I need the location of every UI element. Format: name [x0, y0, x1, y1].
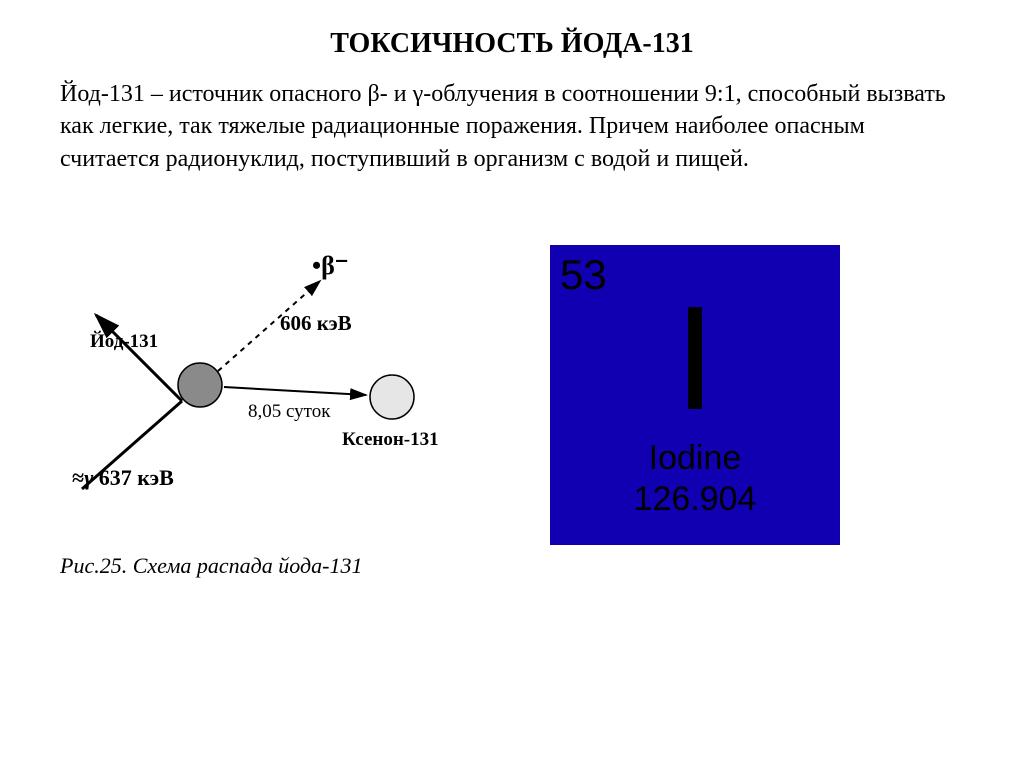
beta-energy-label: 606 кэВ [280, 311, 352, 336]
gamma-symbol: γ [84, 465, 93, 490]
element-name: Iodine [649, 439, 742, 478]
description-paragraph: Йод-131 – источник опасного β- и γ-облуч… [0, 78, 1024, 175]
atomic-number: 53 [560, 251, 607, 299]
iodine-label: Йод-131 [90, 331, 158, 353]
diagram-caption: Рис.25. Схема распада йода-131 [60, 545, 490, 579]
xenon-label: Ксенон-131 [342, 429, 439, 451]
gamma-approx: ≈ [72, 465, 84, 490]
decay-diagram: Йод-131 •β⁻ 606 кэВ 8,05 суток Ксенон-13… [60, 245, 490, 545]
element-symbol: I [674, 285, 715, 433]
decay-diagram-svg [60, 245, 490, 545]
gamma-energy: 637 кэВ [99, 465, 174, 490]
element-mass: 126.904 [634, 480, 757, 519]
gamma-line: ≈γ 637 кэВ [72, 465, 174, 491]
halflife-label: 8,05 суток [248, 401, 330, 423]
content-row: Йод-131 •β⁻ 606 кэВ 8,05 суток Ксенон-13… [0, 175, 1024, 579]
beta-symbol: •β⁻ [312, 251, 349, 281]
page-title: ТОКСИЧНОСТЬ ЙОДА-131 [0, 0, 1024, 78]
element-tile: 53 I Iodine 126.904 [550, 245, 840, 545]
decay-diagram-column: Йод-131 •β⁻ 606 кэВ 8,05 суток Ксенон-13… [60, 245, 490, 579]
